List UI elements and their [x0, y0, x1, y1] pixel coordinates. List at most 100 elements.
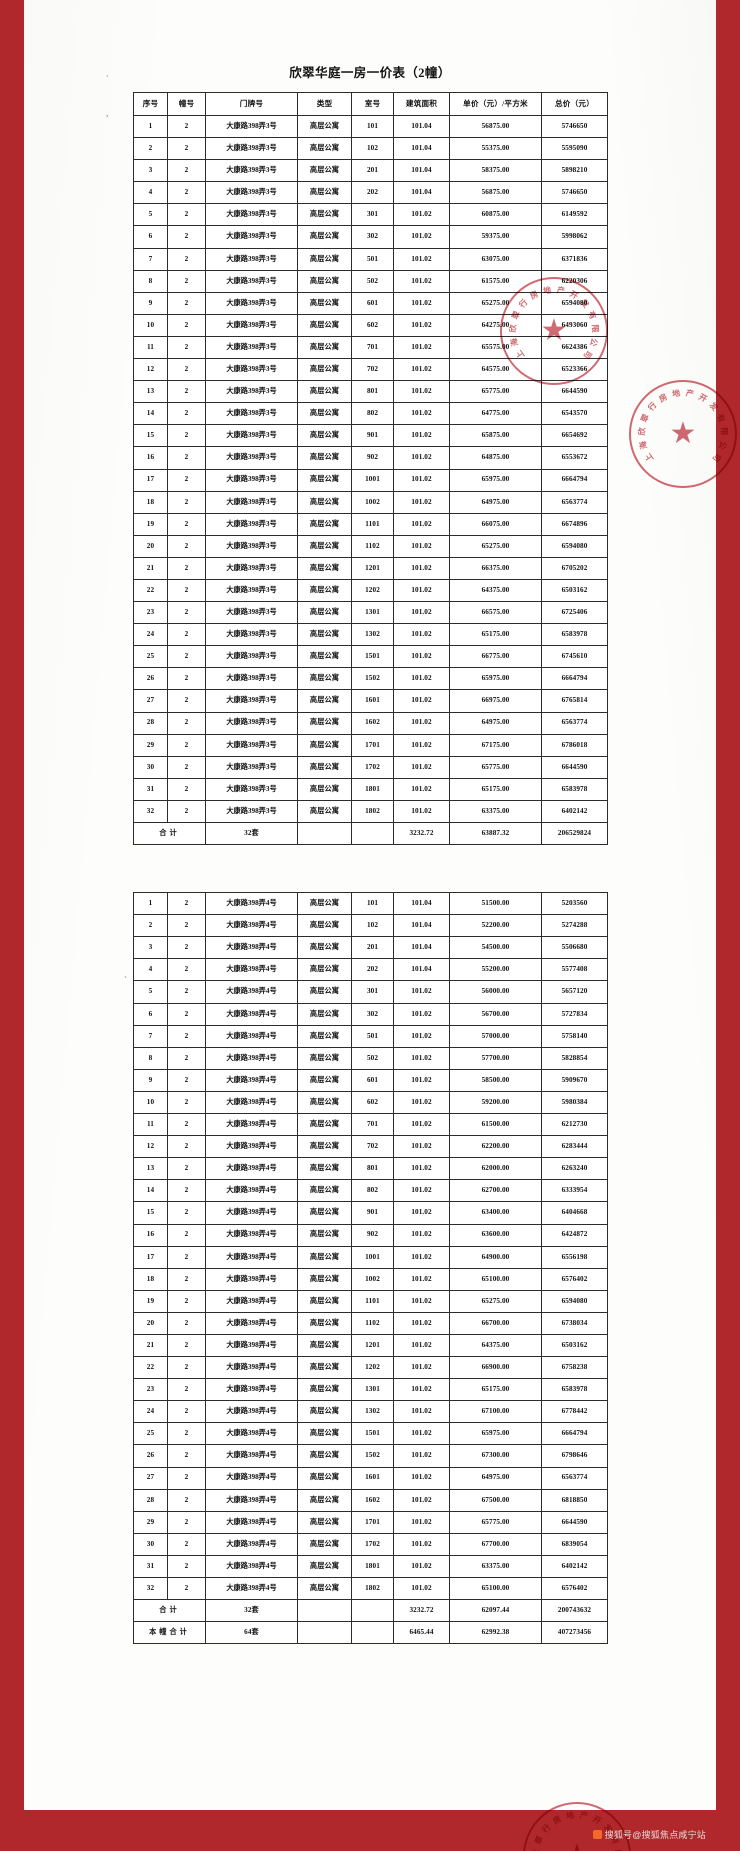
cell-room: 901	[351, 424, 394, 448]
cell-total-type	[297, 1621, 352, 1645]
cell-index: 13	[133, 380, 168, 404]
sohu-logo-icon	[592, 1830, 602, 1839]
cell-total-price: 6664794	[541, 667, 608, 691]
cell-total-price: 6556198	[541, 1245, 608, 1269]
cell-index: 6	[133, 1002, 168, 1026]
cell-type: 高层公寓	[297, 1068, 352, 1092]
cell-unit-price: 63075.00	[449, 247, 542, 271]
cell-index: 30	[133, 755, 168, 779]
cell-address: 大康路398弄4号	[205, 1532, 298, 1556]
cell-index: 25	[133, 1422, 168, 1446]
footer-credit: 搜狐号@搜狐焦点咸宁站	[592, 1828, 706, 1841]
cell-total-label: 合计	[133, 1599, 206, 1623]
cell-total-price: 6220306	[541, 269, 608, 293]
cell-total-price: 5758140	[541, 1024, 608, 1048]
cell-area: 101.02	[393, 1576, 450, 1601]
cell-room: 1702	[351, 1532, 394, 1556]
cell-index: 16	[133, 446, 168, 470]
cell-unit-price: 58375.00	[449, 159, 542, 183]
cell-type: 高层公寓	[297, 247, 352, 271]
cell-room: 1302	[351, 1400, 394, 1424]
cell-area: 101.02	[393, 446, 450, 470]
cell-area: 101.04	[393, 892, 450, 916]
cell-index: 3	[133, 936, 168, 960]
cell-unit-price: 56875.00	[449, 181, 542, 205]
cell-area: 101.04	[393, 137, 450, 161]
cell-type: 高层公寓	[297, 1488, 352, 1512]
cell-unit-price: 62700.00	[449, 1179, 542, 1203]
cell-total-area: 3232.72	[393, 1599, 450, 1623]
cell-address: 大康路398弄4号	[205, 1356, 298, 1380]
table-row: 32 2 大康路398弄3号 高层公寓 1802 101.02 63375.00 640214…	[133, 799, 608, 824]
seal-arc-text-2: 上海欣翠行房地产开发有限公司	[637, 388, 729, 464]
cell-address: 大康路398弄4号	[205, 1466, 298, 1490]
stray-ink-mark-mid: `	[124, 975, 127, 985]
cell-unit-price: 61500.00	[449, 1113, 542, 1137]
table-row: 19 2 大康路398弄4号 高层公寓 1101 101.02 65275.00 659408…	[133, 1289, 608, 1313]
cell-unit-price: 65975.00	[449, 1422, 542, 1446]
cell-total-price: 6798646	[541, 1444, 608, 1468]
cell-address: 大康路398弄3号	[205, 159, 298, 183]
cell-type: 高层公寓	[297, 1532, 352, 1556]
cell-address: 大康路398弄3号	[205, 203, 298, 227]
official-seal-2: 上海欣翠行房地产开发有限公司 ★	[629, 380, 737, 488]
cell-total-price: 5909670	[541, 1068, 608, 1092]
cell-building: 2	[167, 1576, 206, 1601]
cell-unit-price: 66775.00	[449, 645, 542, 669]
cell-building: 2	[167, 380, 206, 404]
cell-index: 24	[133, 1400, 168, 1424]
cell-building: 2	[167, 1223, 206, 1247]
cell-address: 大康路398弄4号	[205, 1400, 298, 1424]
table-row: 25 2 大康路398弄3号 高层公寓 1501 101.02 66775.00 674561…	[133, 645, 608, 669]
cell-unit-price: 64975.00	[449, 711, 542, 735]
cell-area: 101.02	[393, 1488, 450, 1512]
table-total-row-subtotal: 合计 32套 3232.72 62097.44 200743632	[133, 1599, 608, 1623]
cell-area: 101.02	[393, 1444, 450, 1468]
cell-area: 101.02	[393, 689, 450, 713]
cell-address: 大康路398弄3号	[205, 578, 298, 603]
cell-type: 高层公寓	[297, 512, 352, 536]
cell-unit-price: 67700.00	[449, 1532, 542, 1556]
cell-room: 1201	[351, 556, 394, 580]
table-row: 18 2 大康路398弄4号 高层公寓 1002 101.02 65100.00 657640…	[133, 1267, 608, 1291]
cell-type: 高层公寓	[297, 1289, 352, 1313]
cell-type: 高层公寓	[297, 402, 352, 426]
cell-address: 大康路398弄4号	[205, 1090, 298, 1115]
cell-room: 802	[351, 1179, 394, 1203]
table-row: 25 2 大康路398弄4号 高层公寓 1501 101.02 65975.00 666479…	[133, 1422, 608, 1446]
cell-address: 大康路398弄4号	[205, 1157, 298, 1181]
cell-index: 9	[133, 1068, 168, 1092]
cell-building: 2	[167, 1267, 206, 1291]
cell-area: 101.02	[393, 358, 450, 382]
cell-index: 14	[133, 1179, 168, 1203]
table-row: 6 2 大康路398弄4号 高层公寓 302 101.02 56700.00 5727834	[133, 1002, 608, 1026]
table-row: 29 2 大康路398弄3号 高层公寓 1701 101.02 67175.00 678601…	[133, 733, 608, 757]
cell-room: 1601	[351, 1466, 394, 1490]
cell-index: 28	[133, 711, 168, 735]
cell-type: 高层公寓	[297, 1400, 352, 1424]
cell-room: 701	[351, 1113, 394, 1137]
cell-room: 1202	[351, 1356, 394, 1380]
cell-index: 14	[133, 402, 168, 426]
cell-unit-price: 65975.00	[449, 468, 542, 492]
cell-building: 2	[167, 645, 206, 669]
col-header-room: 室号	[351, 92, 394, 116]
cell-unit-price: 64875.00	[449, 446, 542, 470]
cell-total-type	[297, 821, 352, 846]
cell-building: 2	[167, 1002, 206, 1026]
cell-type: 高层公寓	[297, 1510, 352, 1534]
cell-total-room	[351, 1599, 394, 1623]
table-row: 27 2 大康路398弄3号 高层公寓 1601 101.02 66975.00 676581…	[133, 689, 608, 713]
cell-building: 2	[167, 1311, 206, 1335]
table-row: 3 2 大康路398弄4号 高层公寓 201 101.04 54500.00 5506680	[133, 936, 608, 960]
cell-building: 2	[167, 1488, 206, 1512]
page-title: 欣翠华庭一房一价表（2幢）	[289, 66, 451, 80]
cell-building: 2	[167, 1378, 206, 1402]
cell-index: 22	[133, 578, 168, 603]
cell-building: 2	[167, 1046, 206, 1070]
cell-room: 702	[351, 1135, 394, 1159]
table-row: 28 2 大康路398弄4号 高层公寓 1602 101.02 67500.00 681885…	[133, 1488, 608, 1512]
cell-area: 101.04	[393, 958, 450, 982]
cell-unit-price: 64375.00	[449, 1333, 542, 1358]
cell-room: 602	[351, 1090, 394, 1115]
